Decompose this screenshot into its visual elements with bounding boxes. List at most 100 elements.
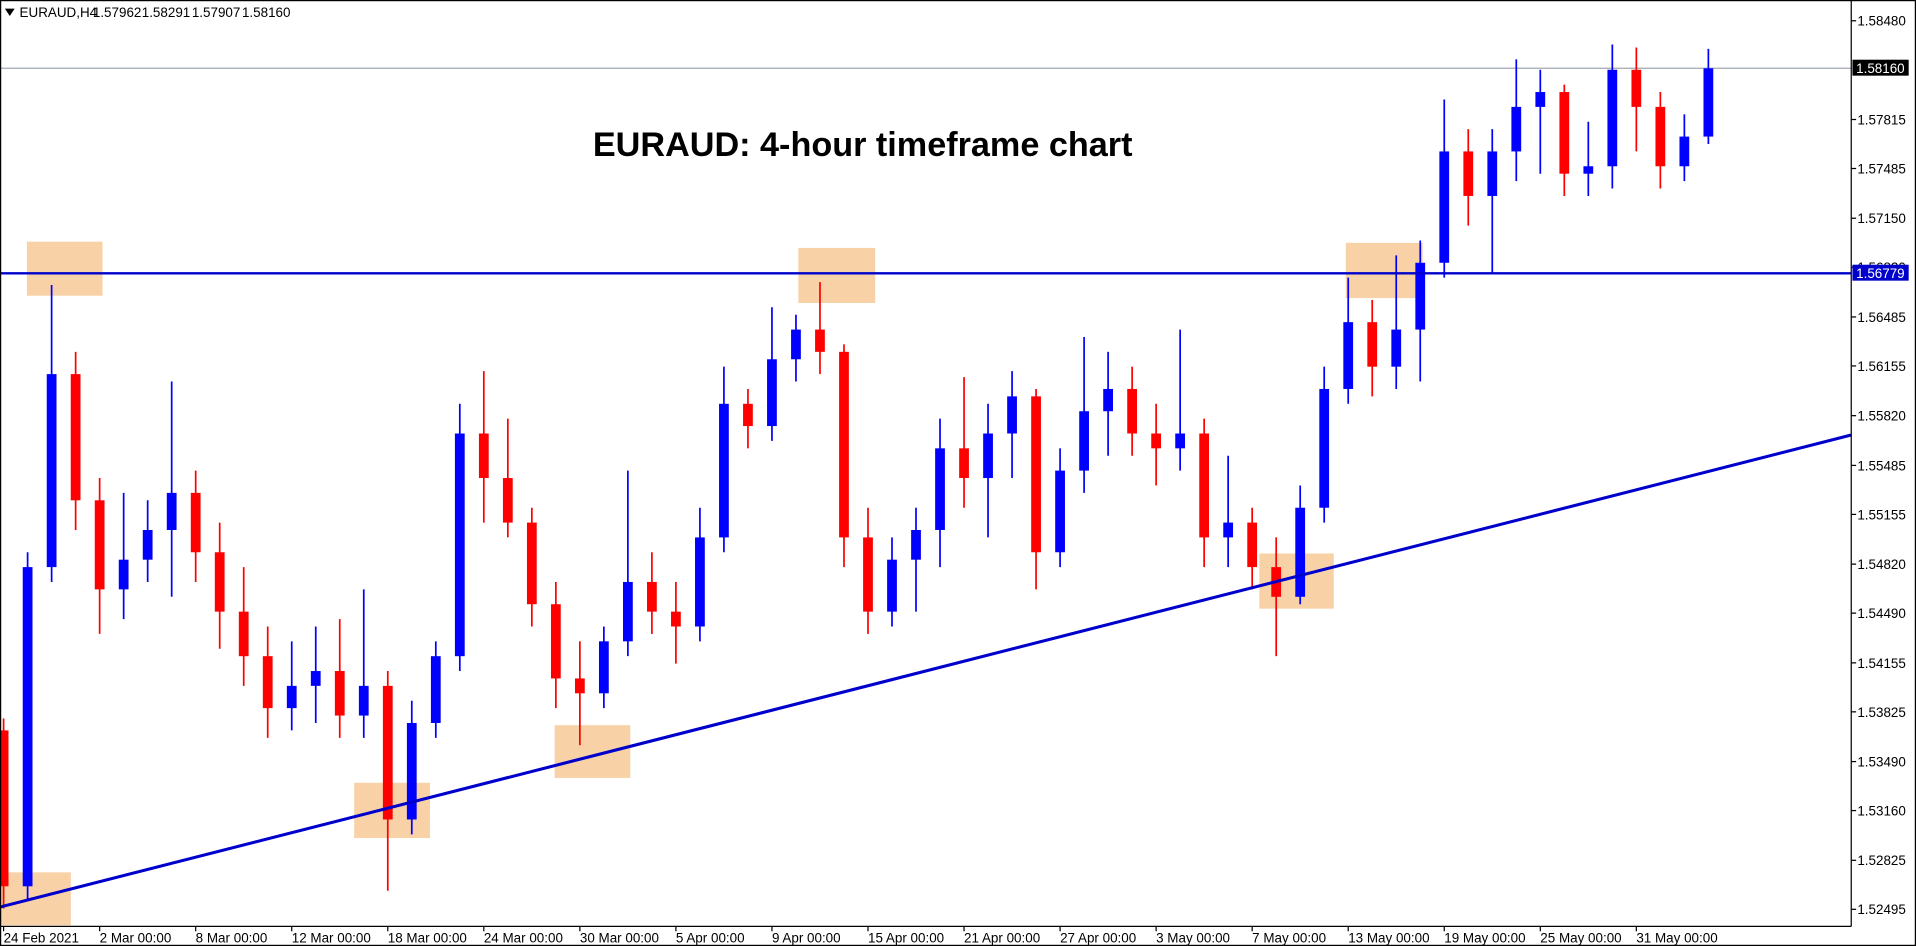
candle-body — [1055, 470, 1065, 553]
candle-body — [767, 359, 777, 427]
candle-body — [647, 581, 657, 612]
x-tick-label: 21 Apr 00:00 — [964, 930, 1040, 945]
candle-body — [815, 329, 825, 352]
price-tag-label: 1.56779 — [1856, 266, 1905, 281]
highlight-zone — [554, 725, 631, 778]
candle-body — [1127, 388, 1137, 434]
candle-body — [550, 604, 561, 679]
y-tick-label: 1.56485 — [1857, 310, 1906, 325]
candle-body — [1391, 329, 1402, 367]
axis-layer: 1.584801.578151.574851.571501.568201.564… — [2, 14, 1909, 945]
candle-body — [238, 611, 249, 657]
candle-body — [1079, 411, 1089, 471]
candle-body — [22, 567, 33, 887]
candle-body — [1655, 106, 1666, 167]
candle-body — [382, 685, 393, 820]
candle-body — [430, 656, 441, 723]
candle-body — [959, 448, 969, 479]
candle-body — [1199, 433, 1210, 538]
candle-body — [94, 500, 105, 590]
price-tag — [1852, 59, 1909, 76]
y-tick-label: 1.53160 — [1857, 803, 1906, 818]
candle-body — [863, 537, 873, 612]
x-tick-label: 18 Mar 00:00 — [388, 930, 467, 945]
close-label: 1.58160 — [242, 5, 291, 20]
y-tick-label: 1.53825 — [1857, 705, 1906, 720]
y-tick-label: 1.54155 — [1857, 656, 1906, 671]
candle-body — [1535, 92, 1546, 107]
candle-body — [190, 492, 201, 553]
candle-body — [478, 433, 489, 479]
highlight-zone — [798, 247, 876, 303]
y-tick-label: 1.55820 — [1857, 409, 1906, 424]
y-tick-label: 1.52495 — [1857, 902, 1906, 917]
x-tick-label: 12 Mar 00:00 — [292, 930, 371, 945]
candle-body — [743, 403, 753, 427]
candle-body — [46, 374, 57, 568]
x-tick-label: 2 Mar 00:00 — [100, 930, 172, 945]
candle-body — [166, 492, 177, 530]
plot-layer — [0, 44, 1852, 909]
x-tick-label: 24 Feb 2021 — [4, 930, 79, 945]
highlight-zone — [26, 241, 103, 296]
candle-body — [671, 611, 681, 627]
y-tick-label: 1.53490 — [1857, 754, 1906, 769]
candle-body — [1631, 69, 1642, 107]
x-tick-label: 5 Apr 00:00 — [676, 930, 745, 945]
candle-body — [1367, 322, 1378, 367]
candle-body — [1007, 396, 1017, 434]
x-tick-label: 27 Apr 00:00 — [1060, 930, 1136, 945]
x-tick-label: 15 Apr 00:00 — [868, 930, 944, 945]
candle-body — [334, 671, 345, 716]
x-tick-label: 31 May 00:00 — [1636, 930, 1717, 945]
x-tick-label: 25 May 00:00 — [1540, 930, 1621, 945]
candle-body — [406, 722, 417, 820]
candle-body — [358, 685, 369, 716]
y-tick-label: 1.54490 — [1857, 606, 1906, 621]
candle-body — [983, 433, 993, 479]
candle-body — [70, 374, 81, 501]
candle-body — [574, 678, 585, 694]
candle-body — [286, 685, 297, 709]
candle-body — [0, 730, 9, 887]
candle-body — [1031, 396, 1041, 553]
x-tick-label: 13 May 00:00 — [1348, 930, 1429, 945]
candle-body — [887, 559, 897, 612]
candle-body — [1319, 388, 1330, 508]
price-tag — [1852, 264, 1909, 281]
candle-body — [1583, 166, 1594, 174]
menu-triangle[interactable] — [4, 8, 15, 16]
candle-body — [1415, 262, 1426, 330]
candle-body — [1343, 322, 1354, 389]
candle-body — [1703, 68, 1714, 137]
chart-title: EURAUD: 4-hour timeframe chart — [593, 126, 1133, 164]
high-label: 1.58291 — [142, 5, 191, 20]
x-tick-label: 8 Mar 00:00 — [196, 930, 268, 945]
x-tick-label: 24 Mar 00:00 — [484, 930, 563, 945]
y-tick-label: 1.57485 — [1857, 161, 1906, 176]
y-tick-label: 1.55155 — [1857, 507, 1906, 522]
y-tick-label: 1.54820 — [1857, 557, 1906, 572]
candle-body — [911, 529, 921, 560]
candle-body — [1559, 92, 1570, 174]
candle-body — [502, 478, 513, 523]
price-tag-label: 1.58160 — [1856, 61, 1905, 76]
candle-body — [262, 656, 273, 709]
candle-body — [1103, 388, 1113, 412]
symbol-label: EURAUD,H4 — [20, 5, 98, 20]
x-tick-label: 7 May 00:00 — [1252, 930, 1326, 945]
y-tick-label: 1.52825 — [1857, 853, 1906, 868]
candle-body — [310, 671, 321, 686]
y-tick-label: 1.55485 — [1857, 458, 1906, 473]
highlight-zone — [1345, 242, 1423, 299]
candle-body — [622, 581, 633, 642]
candle-body — [1439, 151, 1450, 263]
candle-body — [695, 537, 705, 627]
candle-body — [214, 552, 225, 612]
candle-body — [118, 559, 129, 590]
candle-body — [1247, 522, 1258, 568]
y-tick-label: 1.56155 — [1857, 359, 1906, 374]
